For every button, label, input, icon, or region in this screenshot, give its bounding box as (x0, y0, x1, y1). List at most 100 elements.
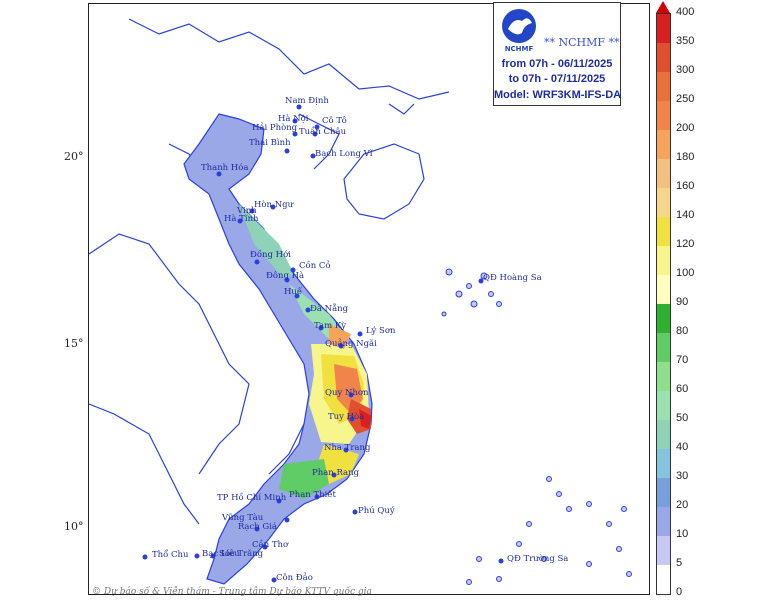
station-dot (284, 148, 290, 154)
colorbar-segment (657, 14, 670, 43)
place-label: TP Hồ Chí Minh (217, 492, 287, 503)
colorbar-tick-label: 350 (676, 35, 695, 47)
station-dot (271, 577, 277, 583)
colorbar-segment (657, 43, 670, 72)
colorbar-segment (657, 391, 670, 420)
place-label: Hòn Ngư (254, 199, 294, 210)
colorbar-tick-label: 200 (676, 122, 695, 134)
colorbar-tick-label: 300 (676, 64, 695, 76)
place-label: Đông Hà (266, 270, 304, 281)
station-dot (331, 472, 337, 478)
place-label: Lý Sơn (366, 325, 396, 336)
rainfall-map: Nam Định Hà Nội Cô Tô Hải Phòng Tuần Châu Thá… (89, 18, 632, 585)
colorbar-tick-label: 160 (676, 180, 695, 192)
colorbar-segment (657, 507, 670, 536)
colorbar-tick-label: 120 (676, 238, 695, 250)
station-dot (310, 153, 316, 159)
station-dot (314, 124, 320, 130)
colorbar-tick-label: 40 (676, 441, 689, 453)
colorbar-segment (657, 304, 670, 333)
colorbar-tick-label: 250 (676, 93, 695, 105)
colorbar-segment (657, 246, 670, 275)
colorbar-segment (657, 333, 670, 362)
place-label: Tuần Châu (299, 126, 347, 137)
colorbar-segment (657, 420, 670, 449)
model-name: Model: WRF3KM-IFS-DA (494, 89, 620, 101)
place-label: Phan Rang (312, 468, 360, 478)
station-dot (352, 509, 358, 515)
colorbar-segment (657, 72, 670, 101)
colorbar-tick-label: 90 (676, 296, 689, 308)
station-dot (254, 259, 260, 265)
station-dot (142, 554, 148, 560)
station-dot (357, 331, 363, 337)
colorbar-tick-label: 5 (676, 557, 683, 569)
place-label: Hà Tĩnh (224, 213, 259, 224)
colorbar-tick-label: 10 (676, 528, 689, 540)
place-label: Thái Bình (249, 137, 291, 148)
station-dot (254, 526, 260, 532)
date-from: from 07h - 06/11/2025 (501, 58, 613, 70)
place-label: Phú Quý (358, 505, 395, 516)
colorbar-tick-label: 50 (676, 412, 689, 424)
station-dot (318, 325, 324, 331)
station-dot (296, 104, 302, 110)
colorbar-tick-label: 0 (676, 586, 683, 598)
colorbar-segment (657, 449, 670, 478)
station-dot (284, 277, 290, 283)
place-label: Nam Định (285, 96, 329, 106)
place-label: Thổ Chu (152, 548, 189, 560)
station-dot (292, 131, 298, 137)
station-dot (210, 553, 216, 559)
colorbar-tick-label: 60 (676, 383, 689, 395)
colorbar-segment (657, 536, 670, 565)
place-label: Phan Thiết (289, 489, 337, 500)
colorbar-tick-label: 20 (676, 499, 689, 511)
colorbar-segment (657, 275, 670, 304)
station-dot (478, 278, 484, 284)
colorbar-segment (657, 362, 670, 391)
colorbar-segment (657, 478, 670, 507)
logo-text: NCHMF (505, 45, 534, 53)
place-label: Tam Kỳ (314, 320, 346, 331)
colorbar-segment (657, 159, 670, 188)
place-label: Côn Đảo (276, 572, 313, 583)
place-label: Thanh Hóa (201, 162, 248, 173)
colorbar-tick-label: 140 (676, 209, 695, 221)
place-label: Đà Nẵng (310, 302, 349, 314)
colorbar-segment (657, 188, 670, 217)
place-label: Đồng Hới (250, 249, 291, 260)
station-markers (142, 104, 504, 583)
latitude-label-15: 15° (64, 337, 84, 350)
place-label: Bạc Liêu (202, 548, 240, 559)
place-label: Cồn Cỏ (299, 260, 331, 271)
place-label: QĐ Trường Sa (507, 553, 568, 564)
latitude-label-20: 20° (64, 150, 84, 163)
station-dot (349, 416, 355, 422)
place-label: Bạch Long Vĩ (315, 149, 373, 159)
place-label: Sóc Trăng (219, 548, 264, 559)
place-label: Quy Nhơn (325, 388, 369, 398)
colorbar-segment (657, 565, 670, 594)
station-dot (305, 307, 311, 313)
colorbar-tick-label: 100 (676, 267, 695, 279)
colorbar-tick-label: 400 (676, 6, 695, 18)
paracel-islands (441, 268, 502, 317)
info-box: NCHMF ** NCHMF ** from 07h - 06/11/2025 … (493, 2, 621, 106)
colorbar-tick-label: 80 (676, 325, 689, 337)
station-dot (314, 494, 320, 500)
station-dot (276, 498, 282, 504)
station-dot (498, 558, 504, 564)
station-dot (194, 553, 200, 559)
colorbar-segment (657, 101, 670, 130)
station-dot (292, 118, 298, 124)
copyright-notice: © Dự báo số & Viễn thám - Trung tâm Dự b… (92, 587, 372, 597)
colorbar (656, 13, 671, 595)
place-label: Tuy Hòa (328, 411, 364, 422)
latitude-label-10: 10° (64, 520, 84, 533)
station-dot (270, 204, 276, 210)
org-name: ** NCHMF ** (544, 36, 620, 49)
colorbar-arrow (656, 1, 670, 13)
place-label: Huế (284, 286, 303, 297)
date-to: to 07h - 07/11/2025 (508, 73, 606, 85)
